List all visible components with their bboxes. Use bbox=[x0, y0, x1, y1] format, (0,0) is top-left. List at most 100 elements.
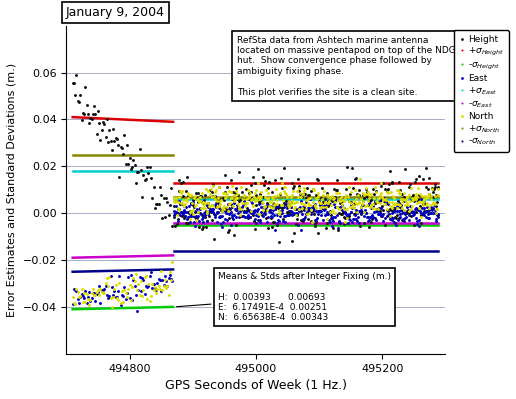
Point bbox=[407, 205, 415, 212]
Point bbox=[286, 208, 294, 214]
Point bbox=[348, 219, 357, 225]
Point bbox=[411, 179, 419, 185]
Point bbox=[311, 223, 319, 229]
Point bbox=[429, 205, 438, 211]
Point bbox=[290, 230, 298, 236]
Point bbox=[238, 200, 246, 206]
Point bbox=[348, 203, 356, 209]
Point bbox=[382, 213, 391, 219]
Point bbox=[250, 209, 258, 216]
Point bbox=[159, 282, 168, 288]
Point bbox=[189, 201, 198, 208]
Point bbox=[337, 196, 345, 202]
Point bbox=[427, 192, 436, 199]
Point bbox=[429, 201, 438, 207]
Point bbox=[323, 190, 331, 197]
Point bbox=[149, 287, 157, 293]
Point bbox=[204, 210, 212, 216]
Point bbox=[251, 198, 260, 205]
Point bbox=[390, 205, 398, 211]
Point bbox=[177, 200, 185, 206]
Point bbox=[394, 200, 402, 207]
Point bbox=[131, 162, 139, 168]
Point bbox=[122, 290, 130, 296]
Point bbox=[108, 284, 116, 290]
Point bbox=[371, 198, 379, 204]
Point bbox=[205, 203, 213, 209]
Point bbox=[413, 221, 422, 227]
Point bbox=[208, 202, 216, 208]
Point bbox=[109, 126, 117, 132]
Point bbox=[378, 194, 386, 201]
Point bbox=[428, 207, 436, 213]
Point bbox=[280, 204, 288, 211]
Point bbox=[297, 208, 305, 214]
Point bbox=[385, 211, 393, 217]
Point bbox=[332, 190, 340, 196]
Point bbox=[270, 193, 279, 200]
Point bbox=[202, 224, 210, 230]
Point bbox=[157, 268, 165, 275]
Point bbox=[269, 207, 278, 213]
Point bbox=[176, 212, 184, 218]
Point bbox=[323, 209, 331, 215]
Point bbox=[370, 191, 378, 198]
Point bbox=[146, 164, 154, 170]
Point bbox=[296, 190, 304, 196]
Point bbox=[305, 201, 313, 208]
Point bbox=[303, 211, 311, 217]
Point bbox=[188, 197, 197, 203]
Point bbox=[314, 230, 322, 236]
Point bbox=[288, 238, 297, 244]
Point bbox=[118, 288, 126, 295]
Point bbox=[138, 275, 146, 281]
Point bbox=[133, 308, 141, 314]
Point bbox=[309, 186, 317, 192]
Point bbox=[255, 193, 264, 200]
Point bbox=[341, 208, 349, 215]
Point bbox=[300, 185, 308, 192]
Point bbox=[334, 190, 343, 197]
Point bbox=[354, 208, 363, 215]
Point bbox=[331, 197, 340, 203]
Point bbox=[283, 193, 292, 199]
Point bbox=[425, 215, 433, 221]
Point bbox=[108, 147, 116, 153]
Point bbox=[202, 208, 210, 214]
Point bbox=[178, 213, 186, 219]
Point bbox=[425, 191, 433, 197]
Point bbox=[390, 194, 398, 201]
Point bbox=[374, 195, 382, 201]
Point bbox=[209, 183, 217, 190]
Point bbox=[187, 200, 196, 206]
Point bbox=[244, 207, 252, 213]
Point bbox=[353, 200, 361, 207]
Point bbox=[194, 213, 202, 220]
Point bbox=[351, 176, 359, 182]
Point bbox=[413, 197, 422, 203]
Point bbox=[249, 207, 257, 214]
Point bbox=[196, 198, 204, 204]
Point bbox=[422, 165, 430, 172]
Point bbox=[294, 188, 302, 194]
Point bbox=[268, 210, 277, 217]
Point bbox=[319, 203, 327, 209]
Point bbox=[293, 211, 301, 218]
Point bbox=[101, 283, 109, 289]
Point bbox=[131, 277, 139, 284]
Point bbox=[209, 206, 218, 212]
Point bbox=[229, 216, 237, 222]
Point bbox=[171, 210, 179, 216]
Point bbox=[322, 202, 330, 208]
Point bbox=[274, 217, 282, 223]
Point bbox=[233, 202, 241, 208]
Point bbox=[377, 183, 385, 190]
Point bbox=[343, 214, 351, 221]
Point bbox=[303, 205, 312, 211]
Point bbox=[299, 191, 308, 197]
Point bbox=[418, 202, 427, 208]
Point bbox=[340, 198, 348, 204]
Point bbox=[397, 198, 406, 205]
Point bbox=[222, 184, 231, 190]
Point bbox=[363, 189, 371, 195]
